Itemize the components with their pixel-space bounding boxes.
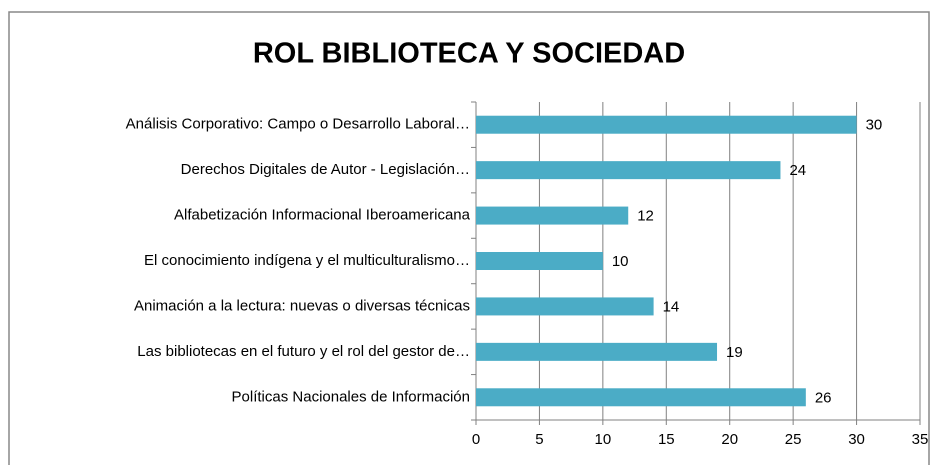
value-label: 30 <box>866 117 883 134</box>
bar <box>476 297 654 316</box>
x-tick-label: 20 <box>721 431 738 448</box>
x-tick-label: 35 <box>912 431 929 448</box>
x-tick-label: 25 <box>785 431 802 448</box>
y-tick-label: Políticas Nacionales de Información <box>232 388 470 405</box>
value-label: 14 <box>663 298 680 315</box>
x-tick-label: 15 <box>658 431 675 448</box>
y-tick-label: Alfabetización Informacional Iberoameric… <box>174 207 471 224</box>
bar <box>476 342 718 361</box>
x-tick-label: 10 <box>595 431 612 448</box>
y-tick-label: Las bibliotecas en el futuro y el rol de… <box>137 343 470 360</box>
x-tick-label: 0 <box>472 431 480 448</box>
bar <box>476 388 806 407</box>
y-tick-label: Derechos Digitales de Autor - Legislació… <box>181 161 470 178</box>
x-tick-label: 30 <box>848 431 865 448</box>
value-label: 24 <box>789 162 806 179</box>
bar <box>476 161 781 180</box>
value-label: 26 <box>815 389 832 406</box>
bar <box>476 115 857 134</box>
bar <box>476 252 603 270</box>
y-tick-label: El conocimiento indígena y el multicultu… <box>144 252 470 269</box>
y-tick-label: Animación a la lectura: nuevas o diversa… <box>134 297 470 314</box>
y-tick-label: Análisis Corporativo: Campo o Desarrollo… <box>126 116 470 133</box>
value-label: 12 <box>637 208 654 225</box>
chart-title: ROL BIBLIOTECA Y SOCIEDAD <box>253 38 685 70</box>
bar <box>476 206 629 225</box>
value-label: 19 <box>726 344 743 361</box>
x-tick-label: 5 <box>535 431 543 448</box>
value-label: 10 <box>612 253 629 270</box>
